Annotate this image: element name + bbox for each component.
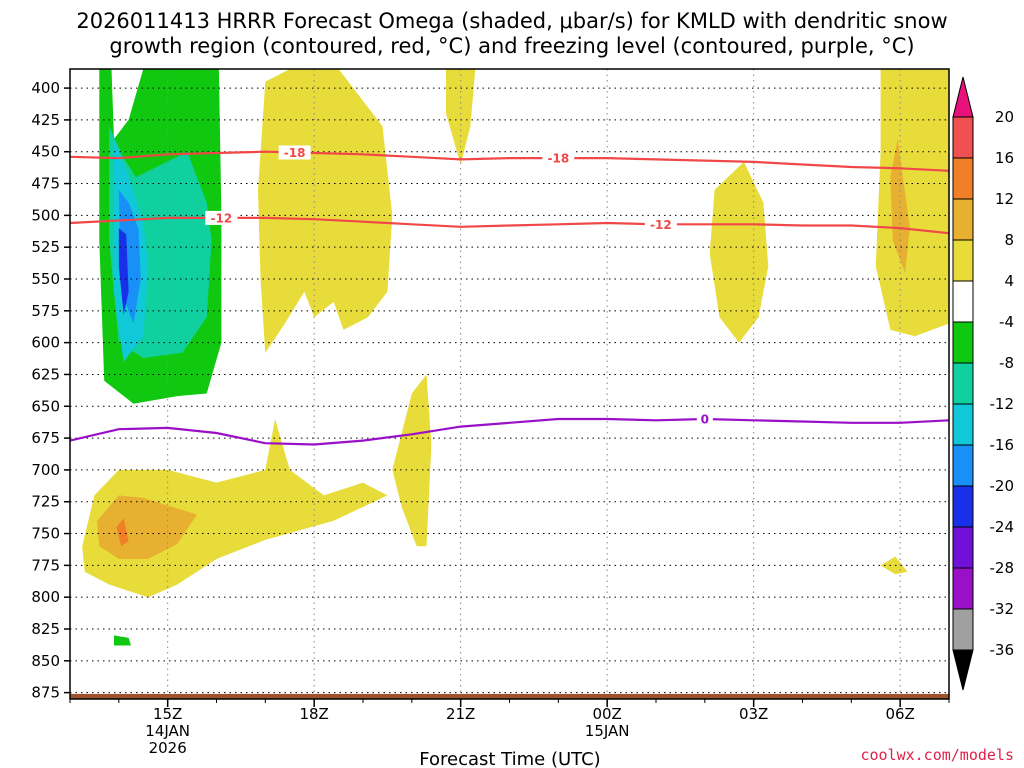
x-tick-label-2-1: 14JAN — [145, 722, 190, 740]
downward-motion-lower-max — [116, 518, 129, 547]
colorbar-label--4: -4 — [999, 313, 1014, 331]
freezing-level-line — [70, 417, 949, 446]
downward-motion-top-center — [446, 69, 476, 165]
colorbar-box--28 — [952, 526, 974, 569]
x-tick-label-11-1: 15JAN — [585, 722, 630, 740]
y-tick-label-700: 700 — [31, 461, 60, 479]
colorbar-box--36 — [952, 608, 974, 651]
x-tick-label-2-2: 2026 — [149, 739, 187, 757]
colorbar-box--16 — [952, 403, 974, 446]
y-tick-label-575: 575 — [31, 302, 60, 320]
contour-layer: -18 -18 -12 -12 0 — [70, 145, 949, 446]
colorbar-box--24 — [952, 485, 974, 528]
y-tick-label-450: 450 — [31, 143, 60, 161]
downward-motion-right-core — [890, 139, 910, 273]
dendritic-top-label-bg-0 — [278, 145, 311, 160]
dendritic-bottom-label-bg-1 — [644, 217, 677, 232]
freezing-level-label-0: 0 — [701, 413, 709, 427]
terrain-strip — [70, 693, 949, 699]
colorbar-box--8 — [952, 321, 974, 364]
y-tick-label-475: 475 — [31, 175, 60, 193]
dendritic-top-label-0: -18 — [284, 146, 306, 160]
colorbar-over-arrow — [952, 76, 974, 118]
y-tick-label-650: 650 — [31, 397, 60, 415]
dendritic-top-label-bg-1 — [542, 151, 575, 166]
colorbar-box--4 — [952, 280, 974, 323]
downward-motion-small-cell — [880, 556, 908, 575]
dendritic-top-line — [70, 150, 949, 172]
colorbar-label--24: -24 — [990, 518, 1015, 536]
colorbar-box-4 — [952, 239, 974, 282]
y-tick-label-625: 625 — [31, 365, 60, 383]
colorbar-box--12 — [952, 362, 974, 405]
x-tick-label-8-0: 21Z — [446, 705, 475, 723]
colorbar-label--36: -36 — [990, 641, 1015, 659]
y-tick-label-525: 525 — [31, 238, 60, 256]
terrain-layer — [70, 693, 949, 699]
colorbar-label-4: 4 — [1004, 272, 1014, 290]
dendritic-bottom-label-0: -12 — [211, 211, 233, 225]
downward-motion-upper-band — [258, 69, 393, 353]
colorbar: -36 -32 -28 -24 -20 -16 -12 -8 -4 4 8 12 16 20 — [952, 76, 1015, 691]
freezing-level-label-bg-0 — [696, 412, 713, 426]
y-tick-label-425: 425 — [31, 111, 60, 129]
site-credit: coolwx.com/models — [860, 746, 1014, 764]
x-tick-label-11-0: 00Z — [592, 705, 621, 723]
y-tick-label-400: 400 — [31, 79, 60, 97]
y-tick-label-875: 875 — [31, 684, 60, 702]
y-tick-label-500: 500 — [31, 206, 60, 224]
colorbar-box--20 — [952, 444, 974, 487]
y-tick-label-550: 550 — [31, 270, 60, 288]
y-tick-label-750: 750 — [31, 525, 60, 543]
dendritic-bottom-label-bg-0 — [205, 210, 238, 225]
upward-motion-small-cell — [114, 635, 131, 646]
downward-motion-right-edge — [875, 69, 949, 337]
y-axis: 400 425 450 475 500 525 550 575 600 625 650 675 700 7… — [31, 79, 70, 702]
colorbar-label--12: -12 — [990, 395, 1015, 413]
y-tick-label-775: 775 — [31, 556, 60, 574]
x-tick-label-14-0: 03Z — [739, 705, 768, 723]
colorbar-label--20: -20 — [990, 477, 1015, 495]
dendritic-top-label-1: -18 — [547, 152, 569, 166]
colorbar-label--32: -32 — [990, 600, 1015, 618]
grid-lines — [70, 69, 949, 699]
y-tick-label-850: 850 — [31, 652, 60, 670]
x-tick-label-2-0: 15Z — [153, 705, 182, 723]
colorbar-box-8 — [952, 198, 974, 241]
colorbar-label--8: -8 — [999, 354, 1014, 372]
y-tick-label-825: 825 — [31, 620, 60, 638]
colorbar-label-20: 20 — [995, 108, 1014, 126]
x-tick-label-17-0: 06Z — [885, 705, 914, 723]
x-tick-label-5-0: 18Z — [299, 705, 328, 723]
x-axis-label: Forecast Time (UTC) — [419, 749, 600, 768]
y-tick-label-600: 600 — [31, 334, 60, 352]
chart-title-line-1: 2026011413 HRRR Forecast Omega (shaded, … — [76, 9, 947, 33]
colorbar-box-12 — [952, 157, 974, 200]
colorbar-label-16: 16 — [995, 149, 1014, 167]
colorbar-under-arrow — [952, 649, 974, 691]
upward-motion-darkblue — [118, 228, 129, 315]
y-tick-label-725: 725 — [31, 493, 60, 511]
colorbar-box--32 — [952, 567, 974, 610]
y-tick-label-800: 800 — [31, 588, 60, 606]
downward-motion-mid-column — [392, 374, 432, 547]
colorbar-box-16 — [952, 116, 974, 159]
chart-title-line-2: growth region (contoured, red, °C) and f… — [109, 34, 914, 58]
colorbar-label--28: -28 — [990, 559, 1015, 577]
colorbar-label-12: 12 — [995, 190, 1014, 208]
colorbar-label-8: 8 — [1004, 231, 1014, 249]
y-tick-label-675: 675 — [31, 429, 60, 447]
dendritic-bottom-label-1: -12 — [650, 218, 672, 232]
colorbar-label--16: -16 — [990, 436, 1015, 454]
